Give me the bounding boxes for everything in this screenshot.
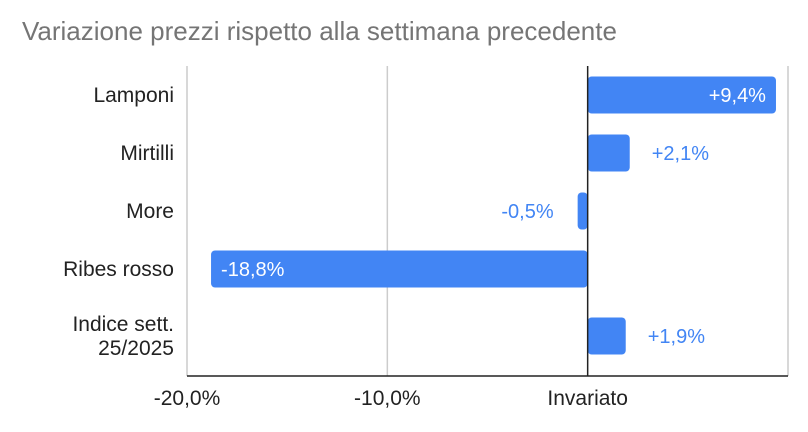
data-label-2: -0,5% [501, 201, 553, 223]
bar-3 [211, 250, 588, 288]
bar-2 [577, 192, 588, 230]
x-tick-label-0: -20,0% [154, 387, 221, 410]
category-label-4: Indice sett. 25/2025 [72, 313, 174, 360]
bar-4 [587, 317, 626, 355]
data-label-0: +9,4% [709, 85, 766, 107]
x-tick-label-1: -10,0% [354, 387, 421, 410]
category-label-2: More [126, 200, 174, 223]
category-label-3: Ribes rosso [63, 258, 174, 281]
bar-0 [587, 76, 776, 114]
category-label-1: Mirtilli [120, 142, 174, 165]
x-tick-label-2: Invariato [547, 387, 628, 410]
chart-title: Variazione prezzi rispetto alla settiman… [22, 16, 617, 46]
category-label-0: Lamponi [93, 84, 174, 107]
bar-1 [587, 134, 630, 172]
data-label-4: +1,9% [648, 326, 705, 348]
data-label-3: -18,8% [221, 259, 285, 281]
data-label-1: +2,1% [652, 143, 709, 165]
